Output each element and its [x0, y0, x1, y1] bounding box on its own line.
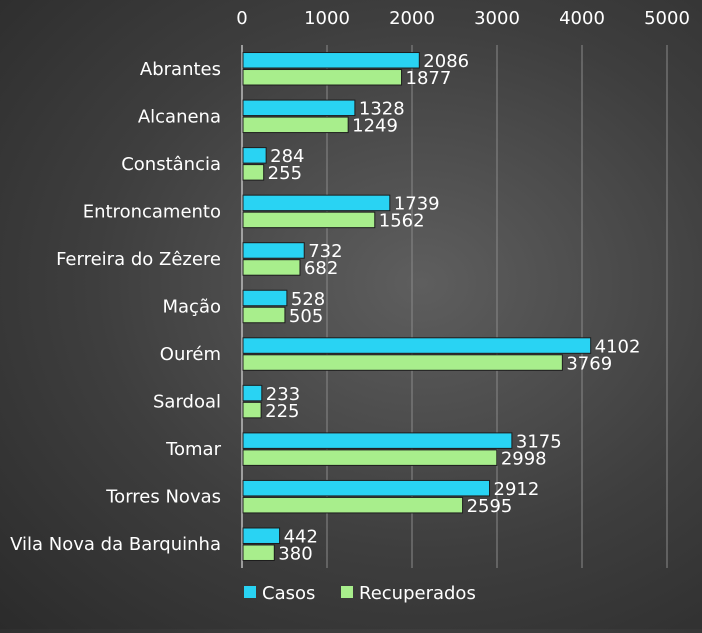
- x-tick-label: 4000: [559, 8, 605, 29]
- data-label: 2998: [501, 448, 547, 469]
- x-axis-ticks: 0 1000 2000 3000 4000 5000: [236, 8, 690, 29]
- bar-casos: [242, 432, 513, 449]
- bar-casos: [242, 479, 491, 497]
- legend-swatch-recuperados: [341, 586, 353, 598]
- bar-recuperados: [242, 259, 301, 276]
- data-label: 505: [289, 306, 323, 327]
- bars: [242, 52, 592, 561]
- bar-casos: [242, 194, 391, 212]
- data-label: 682: [304, 258, 338, 279]
- data-label: 255: [268, 163, 302, 184]
- category-label: Ferreira do Zêzere: [56, 249, 221, 270]
- bar-recuperados: [242, 116, 349, 134]
- bar-casos: [242, 527, 281, 544]
- data-label: 4102: [595, 336, 641, 357]
- data-label: 442: [284, 526, 318, 547]
- data-label: 284: [270, 146, 304, 167]
- category-label: Tomar: [165, 439, 222, 460]
- data-label: 528: [291, 289, 325, 310]
- bar-recuperados: [242, 306, 286, 324]
- bar-casos: [242, 337, 592, 354]
- category-label: Torres Novas: [105, 487, 221, 508]
- data-label: 1562: [379, 211, 425, 232]
- bar-recuperados: [242, 164, 265, 181]
- x-tick-label: 3000: [474, 8, 520, 29]
- data-label: 225: [265, 401, 299, 422]
- bar-recuperados: [242, 544, 275, 561]
- x-tick-label: 5000: [644, 8, 690, 29]
- data-label: 1249: [352, 116, 398, 137]
- data-label: 380: [278, 543, 312, 564]
- x-tick-label: 1000: [304, 8, 350, 29]
- data-label: 2595: [467, 496, 513, 517]
- data-label: 3175: [516, 431, 562, 452]
- bar-recuperados: [242, 354, 563, 371]
- data-label: 732: [308, 241, 342, 262]
- category-label: Sardoal: [153, 392, 221, 413]
- bar-recuperados: [242, 496, 464, 514]
- x-tick-label: 2000: [389, 8, 435, 29]
- category-label: Mação: [163, 297, 222, 318]
- data-label: 233: [266, 384, 300, 405]
- legend: Casos Recuperados: [244, 583, 476, 604]
- bar-casos: [242, 147, 267, 164]
- bar-casos: [242, 289, 288, 307]
- data-label: 3769: [566, 353, 612, 374]
- category-label: Constância: [121, 154, 221, 175]
- category-label: Entroncamento: [83, 201, 221, 222]
- data-label: 2086: [423, 51, 469, 72]
- bar-recuperados: [242, 211, 376, 229]
- legend-label: Casos: [262, 583, 315, 604]
- data-label: 1877: [406, 68, 452, 89]
- bar-casos: [242, 384, 263, 402]
- data-label: 1739: [394, 194, 440, 215]
- data-label: 2912: [494, 479, 540, 500]
- x-tick-label: 0: [236, 8, 247, 29]
- bar-recuperados: [242, 401, 262, 419]
- bar-casos: [242, 52, 420, 69]
- data-label: 1328: [359, 99, 405, 120]
- bar-casos: [242, 99, 356, 117]
- category-labels: Abrantes Alcanena Constância Entroncamento F…: [10, 59, 221, 555]
- bar-casos: [242, 242, 305, 259]
- bar-recuperados: [242, 69, 403, 86]
- category-label: Alcanena: [138, 106, 221, 127]
- bar-recuperados: [242, 449, 498, 466]
- legend-swatch-casos: [244, 586, 256, 598]
- category-label: Ourém: [160, 344, 221, 365]
- category-label: Abrantes: [140, 59, 221, 80]
- legend-label: Recuperados: [359, 583, 476, 604]
- category-label: Vila Nova da Barquinha: [10, 534, 221, 555]
